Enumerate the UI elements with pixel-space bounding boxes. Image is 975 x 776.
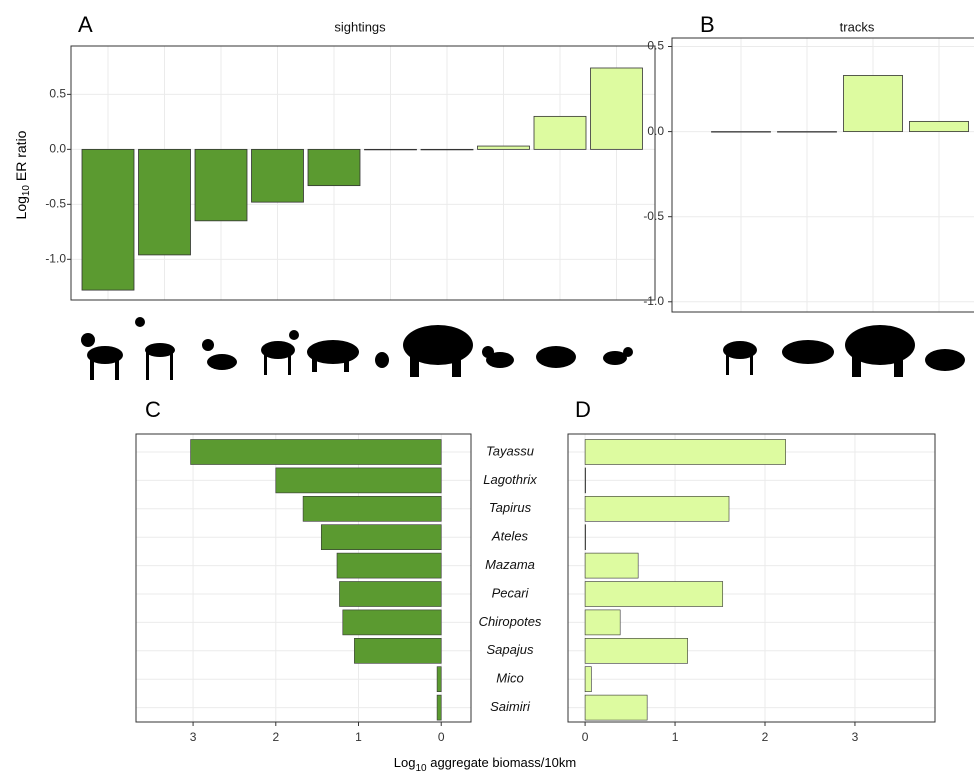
category-label: Ateles — [491, 529, 529, 544]
bar — [909, 120, 969, 133]
category-label: Chiropotes — [479, 614, 542, 629]
bar — [584, 467, 586, 494]
bar — [339, 581, 442, 607]
y-tick-label: -1.0 — [643, 294, 664, 308]
panel-letter: B — [700, 12, 715, 37]
y-tick-label: 0.0 — [647, 124, 664, 138]
x-tick-label: 1 — [355, 730, 362, 744]
panel-border — [70, 45, 656, 301]
bar — [584, 439, 786, 465]
bar — [584, 495, 730, 522]
y-tick-label: 0.5 — [647, 39, 664, 53]
x-tick-label: 3 — [852, 730, 859, 744]
category-label: Sapajus — [487, 642, 534, 657]
x-tick-label: 2 — [272, 730, 279, 744]
y-tick-label: -1.0 — [45, 251, 66, 265]
x-tick-label: 0 — [582, 730, 589, 744]
bar — [584, 552, 639, 579]
panel-title: tracks — [840, 19, 875, 34]
x-label-text: aggregate biomass/10km — [427, 755, 577, 770]
y-axis-label: Log10 ER ratio — [13, 130, 32, 219]
x-tick-label: 0 — [438, 730, 445, 744]
y-tick-label: -0.5 — [45, 197, 66, 211]
y-tick-label: 0.5 — [49, 87, 66, 101]
panel-letter: D — [575, 397, 591, 422]
bar — [477, 145, 530, 150]
bar — [584, 524, 586, 551]
panel: C 3 2 1 0 Tayassu Lagothrix Tapirus Ateles Mazama… — [135, 397, 542, 744]
bar — [436, 694, 442, 721]
bar — [584, 609, 621, 636]
bar — [777, 131, 837, 133]
category-label: Saimiri — [490, 699, 531, 714]
category-label: Pecari — [492, 585, 530, 600]
bar — [194, 148, 248, 222]
bar — [843, 75, 903, 133]
category-label: Tayassu — [486, 443, 534, 458]
y-tick-label: -0.5 — [643, 209, 664, 223]
bar — [436, 666, 442, 693]
panel-letter: C — [145, 397, 161, 422]
bar — [190, 439, 442, 465]
category-label: Mazama — [485, 557, 535, 572]
bar — [533, 115, 587, 150]
x-label-sub: 10 — [415, 763, 427, 774]
bar — [275, 467, 442, 494]
bar — [307, 148, 361, 187]
bar — [342, 609, 442, 636]
bar — [590, 67, 643, 150]
bar — [138, 148, 191, 256]
panel-letter: A — [78, 12, 93, 37]
bar — [354, 637, 442, 664]
panel-border — [567, 433, 936, 723]
y-tick-label: 0.0 — [49, 142, 66, 156]
bar — [711, 131, 771, 133]
panel: A -1.0 -0.5 0.0 0.5 sightings — [45, 12, 656, 301]
bar — [420, 148, 474, 151]
panel-border — [671, 37, 974, 313]
y-label-text: Log — [13, 196, 29, 219]
bar — [364, 148, 417, 151]
category-label: Mico — [496, 671, 523, 686]
panel-title: sightings — [334, 19, 386, 34]
category-label: Lagothrix — [483, 472, 537, 487]
bar — [584, 581, 724, 607]
y-label-sub: 10 — [21, 185, 32, 197]
bar — [320, 524, 442, 551]
x-axis-label: Log10 aggregate biomass/10km — [394, 755, 576, 773]
bar — [251, 148, 304, 203]
x-tick-label: 3 — [190, 730, 197, 744]
bar — [584, 694, 648, 721]
silhouettes — [81, 317, 965, 380]
bar — [584, 666, 592, 693]
x-label-text: Log — [394, 755, 416, 770]
panel: D 0 1 2 3 — [567, 397, 936, 744]
category-label: Tapirus — [489, 500, 532, 515]
y-label-text: ER ratio — [13, 130, 29, 185]
bar — [81, 148, 135, 291]
bar — [302, 495, 442, 522]
panel: B -1.0 -0.5 0.0 0.5 tracks — [643, 12, 974, 313]
bar — [584, 637, 688, 664]
panel-border — [135, 433, 472, 723]
x-tick-label: 1 — [672, 730, 679, 744]
x-tick-label: 2 — [762, 730, 769, 744]
bar — [336, 552, 442, 579]
